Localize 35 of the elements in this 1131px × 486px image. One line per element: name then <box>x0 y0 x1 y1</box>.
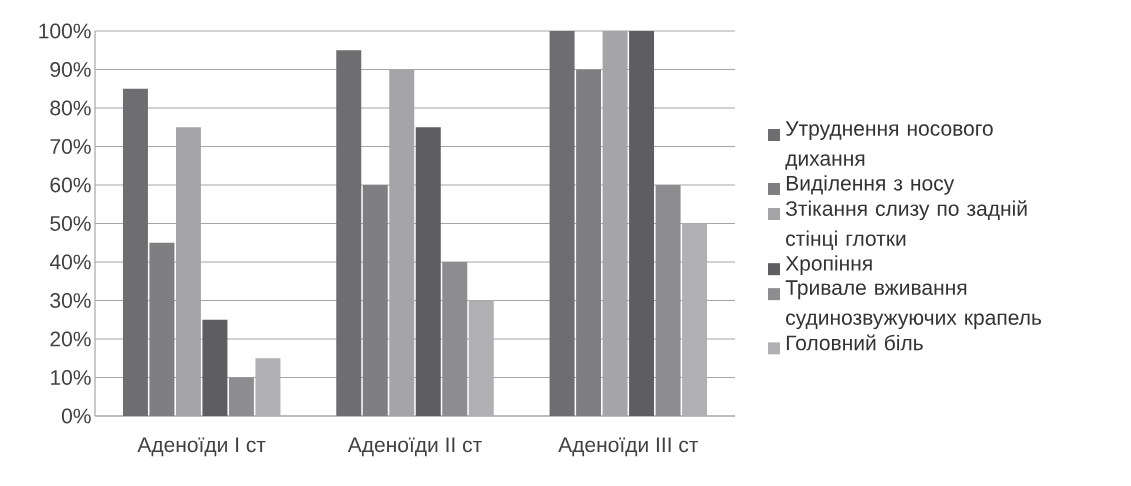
y-tick-label: 10% <box>51 370 91 385</box>
y-tick-label: 70% <box>50 139 91 154</box>
bar <box>549 30 575 416</box>
bar <box>122 88 148 416</box>
bar <box>576 69 602 416</box>
bar <box>336 50 362 416</box>
bar <box>415 127 441 416</box>
y-tick-label: 60% <box>50 177 91 193</box>
y-tick-label: 40% <box>49 254 91 270</box>
y-tick-label: 0% <box>61 408 91 424</box>
bar <box>468 300 494 416</box>
legend-label: Зтікання слизу по задній стінці глотки <box>785 200 1027 250</box>
bar <box>682 223 708 416</box>
legend-label: Виділення з носу <box>786 175 955 195</box>
legend-label: Хропіння <box>785 255 872 275</box>
legend-label: Тривале вживання судинозвужуючих крапель <box>785 280 1042 330</box>
y-tick-label: 100% <box>39 23 91 39</box>
y-tick-label: 20% <box>50 331 91 347</box>
bar <box>228 377 254 416</box>
x-tick-label: Аденоїди ІІІ ст <box>558 437 699 457</box>
legend-label: Головний біль <box>786 334 923 351</box>
y-tick-label: 80% <box>50 100 91 116</box>
bar <box>629 30 655 416</box>
legend-label: Утруднення носового дихання <box>785 121 993 170</box>
y-tick-label: 30% <box>50 293 91 308</box>
bar <box>202 319 228 416</box>
bar <box>362 184 388 416</box>
y-tick-label: 90% <box>50 62 91 77</box>
bar <box>655 184 681 416</box>
y-tick-label: 50% <box>50 216 91 231</box>
bar <box>442 261 468 416</box>
x-tick-label: Аденоїди ІІ ст <box>347 437 482 457</box>
bar <box>255 358 281 416</box>
x-tick-label: Аденоїди І ст <box>137 437 266 457</box>
bar <box>149 242 175 416</box>
